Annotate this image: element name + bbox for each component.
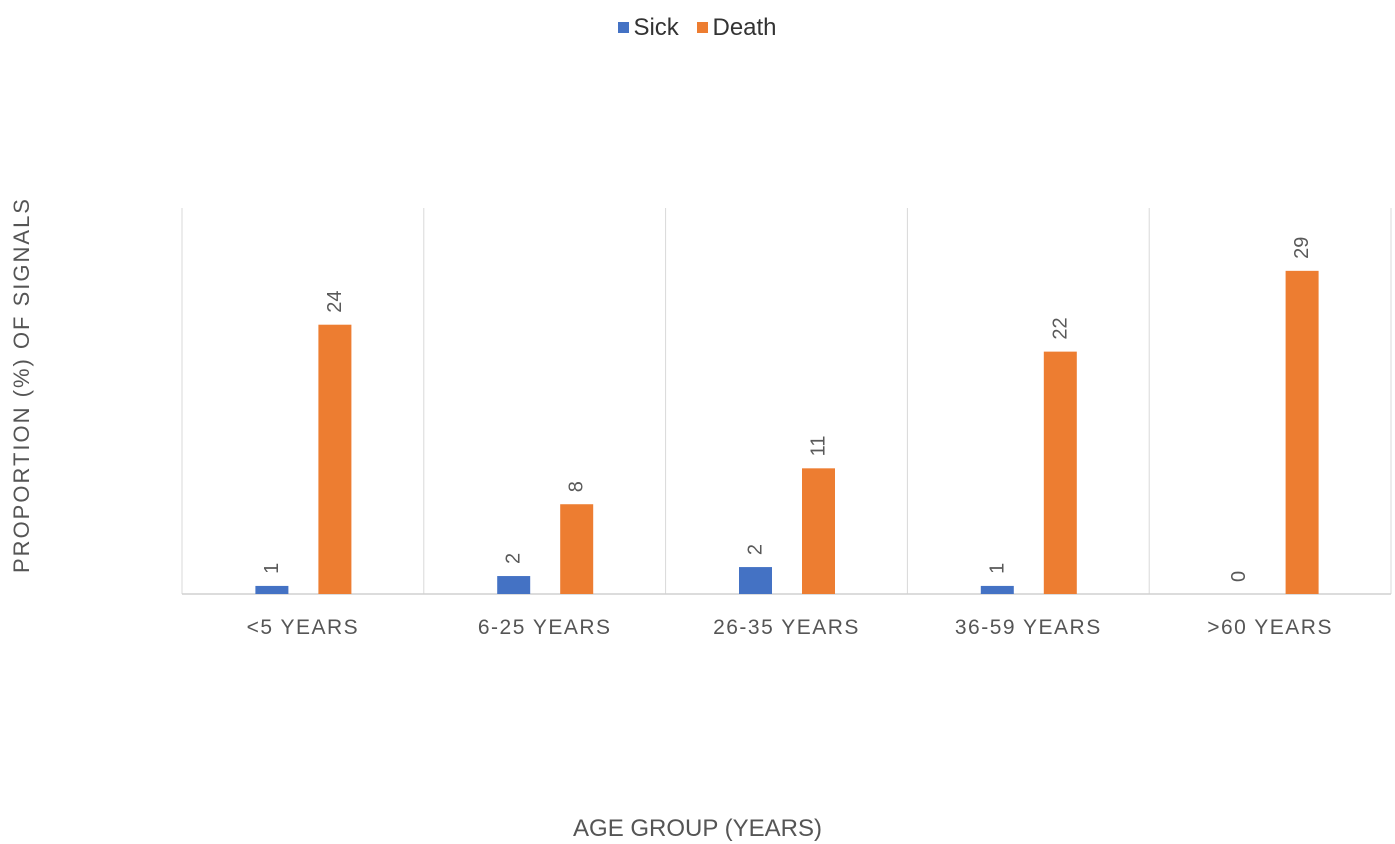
data-label-death: 11 (808, 436, 830, 457)
x-tick-label: <5 YEARS (247, 616, 360, 639)
x-tick-label: 36-59 YEARS (955, 616, 1102, 639)
x-tick-label: >60 YEARS (1207, 616, 1333, 639)
legend-label-sick: Sick (633, 13, 679, 41)
bar-death (560, 504, 594, 594)
data-label-sick: 2 (503, 553, 525, 564)
legend-swatch-sick (618, 22, 630, 33)
legend-item-death: Death (697, 13, 777, 42)
bar-death (1043, 351, 1077, 594)
x-axis-title: AGE GROUP (YEARS) (573, 815, 822, 842)
x-tick-label: 26-35 YEARS (713, 616, 860, 639)
bar-sick (255, 585, 289, 594)
data-label-sick: 1 (986, 563, 1008, 574)
data-label-death: 29 (1291, 237, 1313, 259)
bar-death (1285, 270, 1319, 594)
bar-death (802, 468, 835, 594)
data-label-death: 8 (566, 481, 588, 492)
data-label-death: 24 (324, 290, 346, 312)
x-tick-label: 6-25 YEARS (478, 616, 612, 639)
bar-sick (980, 585, 1014, 594)
legend-item-sick: Sick (618, 13, 679, 42)
bar-death (318, 324, 352, 594)
data-label-sick: 1 (261, 563, 283, 574)
legend: Sick Death (0, 12, 1395, 42)
bar-sick (497, 576, 531, 594)
legend-label-death: Death (712, 13, 777, 41)
legend-swatch-death (697, 22, 709, 33)
data-label-death: 22 (1049, 317, 1071, 339)
data-label-sick: 2 (745, 544, 767, 555)
data-label-sick: 0 (1228, 571, 1250, 582)
bar-sick (739, 567, 772, 594)
